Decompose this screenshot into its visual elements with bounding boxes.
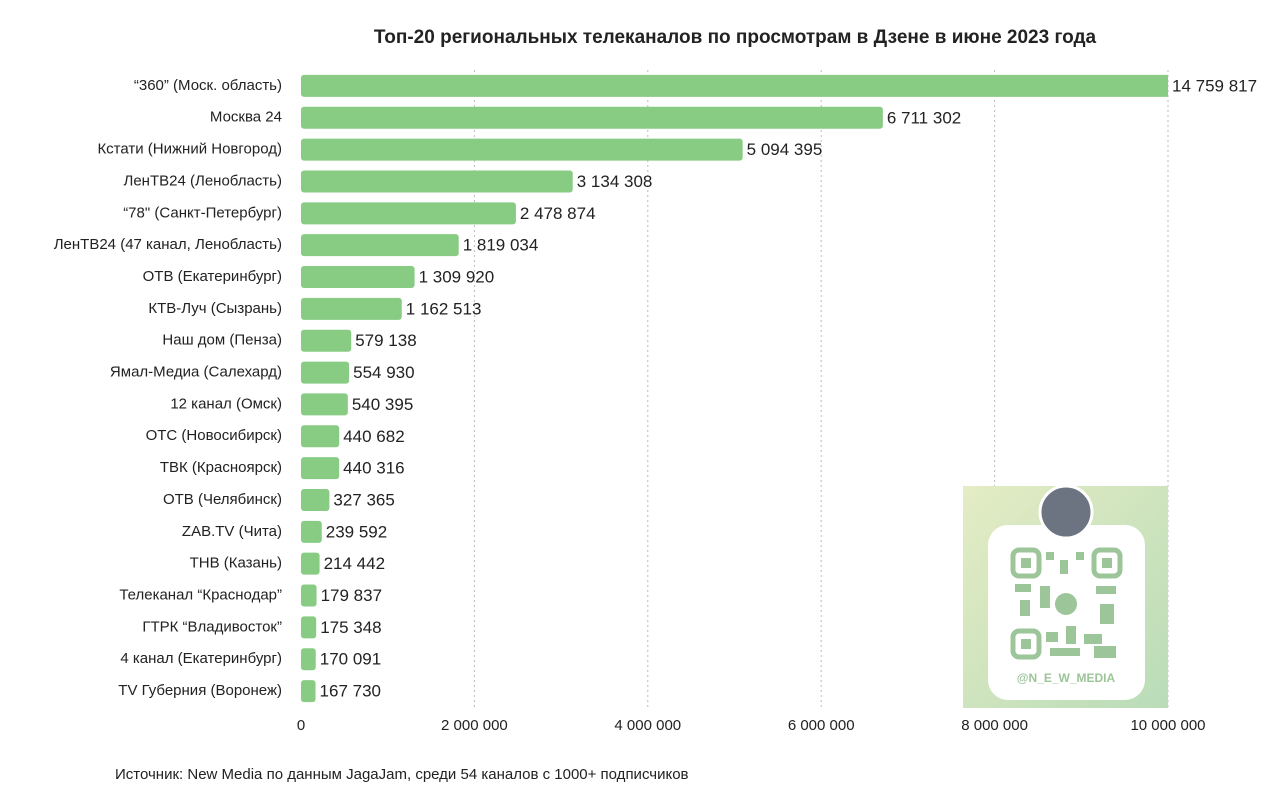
x-tick-label: 4 000 000 <box>614 717 681 734</box>
value-label: 3 134 308 <box>577 172 653 191</box>
y-tick-label: ZAB.TV (Чита) <box>182 523 282 540</box>
y-tick-label: Кстати (Нижний Новгород) <box>97 141 282 158</box>
value-label: 1 309 920 <box>419 268 495 287</box>
x-tick-label: 0 <box>297 717 305 734</box>
bar <box>301 170 573 193</box>
y-tick-label: КТВ-Луч (Сызрань) <box>148 300 282 317</box>
value-label: 2 478 874 <box>520 204 596 223</box>
bar <box>301 488 330 511</box>
bar <box>301 552 320 575</box>
x-tick-label: 2 000 000 <box>441 717 508 734</box>
bar <box>301 425 340 448</box>
bar <box>301 138 743 161</box>
y-tick-label: ЛенТВ24 (47 канал, Ленобласть) <box>54 236 282 253</box>
bar <box>301 106 883 129</box>
y-tick-label: ОТВ (Екатеринбург) <box>143 268 282 285</box>
bar <box>301 520 322 543</box>
value-label: 579 138 <box>355 331 416 350</box>
bar <box>301 234 459 257</box>
value-label: 179 837 <box>321 586 382 605</box>
watermark-text: @N_E_W_MEDIA <box>1017 671 1116 685</box>
y-tick-label: Москва 24 <box>210 109 282 126</box>
x-tick-label: 6 000 000 <box>788 717 855 734</box>
value-label: 214 442 <box>324 554 385 573</box>
value-label: 14 759 817 <box>1172 76 1257 95</box>
x-tick-label: 10 000 000 <box>1130 717 1205 734</box>
bar <box>301 297 402 320</box>
y-tick-label: ГТРК “Владивосток” <box>142 618 282 635</box>
value-label: 554 930 <box>353 363 414 382</box>
y-tick-label: ОТС (Новосибирск) <box>146 427 282 444</box>
bar <box>301 329 352 352</box>
y-tick-label: ТВК (Красноярск) <box>160 459 282 476</box>
bar <box>301 266 415 289</box>
value-label: 167 730 <box>320 682 381 701</box>
value-label: 540 395 <box>352 395 413 414</box>
value-label: 1 819 034 <box>463 236 539 255</box>
bar <box>301 457 340 480</box>
bar <box>301 361 350 384</box>
y-tick-label: TV Губерния (Воронеж) <box>118 682 282 699</box>
y-tick-label: 4 канал (Екатеринбург) <box>120 650 282 667</box>
y-tick-label: 12 канал (Омск) <box>170 395 282 412</box>
y-tick-label: “360” (Моск. область) <box>134 77 282 94</box>
y-tick-label: Наш дом (Пенза) <box>162 332 282 349</box>
source: Источник: New Media по данным JagaJam, с… <box>115 766 689 783</box>
x-tick-label: 8 000 000 <box>961 717 1028 734</box>
value-label: 440 682 <box>343 427 404 446</box>
value-label: 170 091 <box>320 650 381 669</box>
y-tick-label: Телеканал “Краснодар” <box>119 586 282 603</box>
bar <box>301 202 516 225</box>
value-label: 327 365 <box>333 490 394 509</box>
y-tick-label: Ямал-Медиа (Салехард) <box>110 364 282 381</box>
value-label: 440 316 <box>343 459 404 478</box>
value-label: 239 592 <box>326 522 387 541</box>
value-label: 5 094 395 <box>747 140 823 159</box>
bar <box>301 648 316 671</box>
bar <box>301 616 317 639</box>
y-tick-label: “78" (Санкт-Петербург) <box>123 204 282 221</box>
value-label: 1 162 513 <box>406 299 482 318</box>
y-tick-label: ЛенТВ24 (Ленобласть) <box>124 172 283 189</box>
y-tick-label: ТНВ (Казань) <box>190 555 282 572</box>
qr-code <box>1010 547 1123 660</box>
value-label: 175 348 <box>320 618 381 637</box>
chart-title: Топ-20 региональных телеканалов по просм… <box>374 27 1097 48</box>
bar <box>301 680 316 703</box>
avatar <box>1038 484 1094 540</box>
bar <box>301 393 348 416</box>
watermark: @N_E_W_MEDIA <box>963 484 1168 708</box>
bar <box>301 74 1168 97</box>
value-label: 6 711 302 <box>887 108 961 127</box>
bar <box>301 584 317 607</box>
y-tick-label: ОТВ (Челябинск) <box>163 491 282 508</box>
